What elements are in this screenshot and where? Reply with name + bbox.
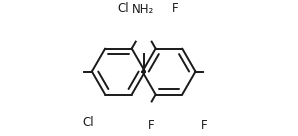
Text: NH₂: NH₂ xyxy=(132,3,155,16)
Text: Cl: Cl xyxy=(83,115,94,129)
Text: F: F xyxy=(201,119,207,132)
Text: F: F xyxy=(148,119,154,132)
Text: Cl: Cl xyxy=(117,2,129,15)
Text: F: F xyxy=(172,2,178,15)
